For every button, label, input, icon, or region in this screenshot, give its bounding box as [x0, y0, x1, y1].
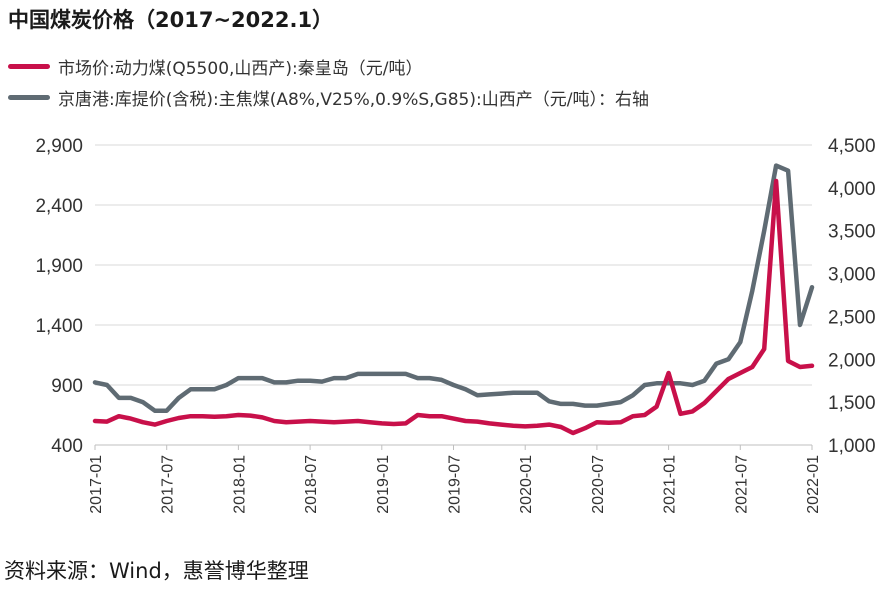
- line-chart: 400 900 1,400 1,900 2,400 2,900 1,000 1,500 2,00…: [35, 136, 876, 514]
- y-left-tick-label: 900: [51, 376, 83, 397]
- y-right-tick-label: 4,500: [828, 136, 876, 157]
- y-right-tick-label: 3,500: [828, 222, 876, 243]
- y-left-tick-label: 1,400: [35, 316, 83, 337]
- x-tick-label: 2020-01: [518, 455, 535, 514]
- x-tick-label: 2021-07: [733, 455, 750, 514]
- legend-swatch-coking-coal: [8, 95, 50, 100]
- x-tick-label: 2020-07: [590, 455, 607, 514]
- y-left-tick-label: 1,900: [35, 256, 83, 277]
- x-tick-label: 2019-07: [447, 455, 464, 514]
- legend-item-steam-coal: 市场价:动力煤(Q5500,山西产):秦皇岛（元/吨）: [8, 54, 423, 79]
- x-tick-label: 2021-01: [662, 455, 679, 514]
- y-right-tick-label: 1,000: [828, 436, 876, 457]
- series-line-coking-coal: [92, 163, 815, 413]
- y-left-tick-label: 2,400: [35, 196, 83, 217]
- x-tick-label: 2017-07: [160, 455, 177, 514]
- y-right-tick-label: 1,500: [828, 393, 876, 414]
- y-left-tick-label: 400: [51, 436, 83, 457]
- legend-label-coking-coal: 京唐港:库提价(含税):主焦煤(A8%,V25%,0.9%S,G85):山西产（…: [58, 90, 649, 110]
- chart-title: 中国煤炭价格（2017~2022.1）: [8, 8, 334, 32]
- x-tick-label: 2018-01: [231, 455, 248, 514]
- source-note: 资料来源：Wind，惠誉博华整理: [4, 559, 309, 583]
- y-right-tick-label: 2,500: [828, 307, 876, 328]
- y-left-tick-label: 2,900: [35, 136, 83, 157]
- y-right-tick-label: 3,000: [828, 265, 876, 286]
- x-tick-label: 2017-01: [88, 455, 105, 514]
- y-right-tick-label: 2,000: [828, 350, 876, 371]
- x-tick-label: 2022-01: [805, 455, 822, 514]
- legend-label-steam-coal: 市场价:动力煤(Q5500,山西产):秦皇岛（元/吨）: [58, 59, 423, 79]
- y-right-tick-label: 4,000: [828, 179, 876, 200]
- legend-item-coking-coal: 京唐港:库提价(含税):主焦煤(A8%,V25%,0.9%S,G85):山西产（…: [8, 85, 649, 110]
- x-tick-label: 2019-01: [375, 455, 392, 514]
- series-line-steam-coal: [92, 178, 815, 436]
- legend-swatch-steam-coal: [8, 64, 50, 69]
- x-tick-label: 2018-07: [303, 455, 320, 514]
